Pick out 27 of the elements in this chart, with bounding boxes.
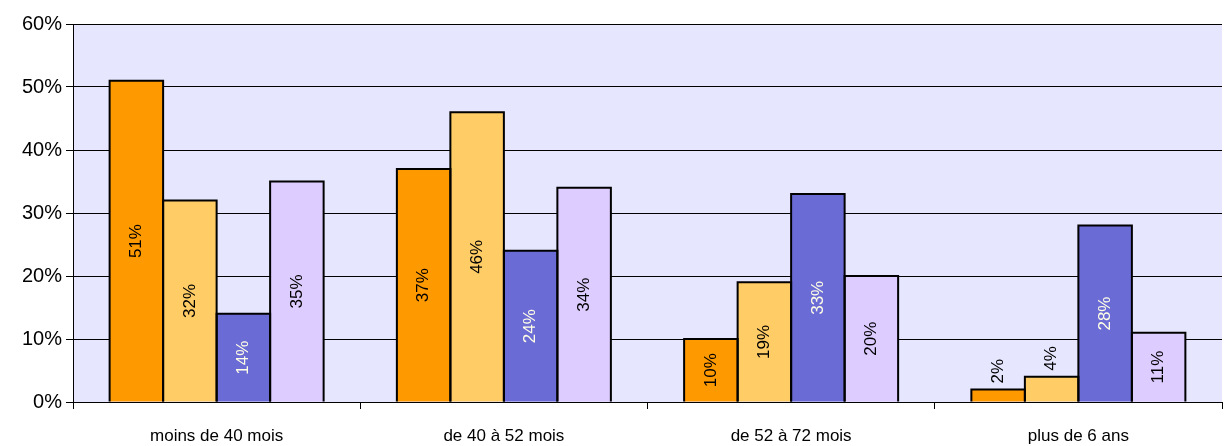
data-label: 10% (700, 353, 720, 388)
y-tick-label: 40% (21, 137, 63, 160)
data-label: 4% (1041, 346, 1061, 371)
data-label: 34% (573, 277, 593, 312)
data-label: 32% (179, 283, 199, 318)
y-tick-label: 10% (21, 326, 63, 349)
x-tick-label: de 40 à 52 mois (443, 425, 565, 445)
data-label: 14% (233, 340, 253, 375)
data-label: 28% (1094, 296, 1114, 331)
x-tick-label: moins de 40 mois (150, 425, 284, 445)
data-label: 24% (520, 309, 540, 344)
data-label: 2% (987, 358, 1007, 384)
data-label: 35% (286, 274, 306, 309)
x-tick-label: plus de 6 ans (1027, 425, 1129, 445)
y-tick-label: 20% (21, 263, 63, 286)
y-tick-label: 0% (33, 389, 63, 412)
y-tick-label: 30% (21, 200, 63, 223)
y-tick-label: 50% (21, 74, 63, 97)
data-label: 37% (413, 268, 433, 303)
data-label: 51% (126, 224, 146, 259)
data-label: 46% (466, 239, 486, 274)
x-tick-label: de 52 à 72 mois (730, 425, 852, 445)
data-label: 11% (1148, 350, 1168, 384)
y-tick-label: 60% (21, 11, 63, 34)
data-label: 19% (754, 324, 774, 359)
data-label: 20% (861, 321, 881, 356)
data-label: 33% (807, 280, 827, 315)
